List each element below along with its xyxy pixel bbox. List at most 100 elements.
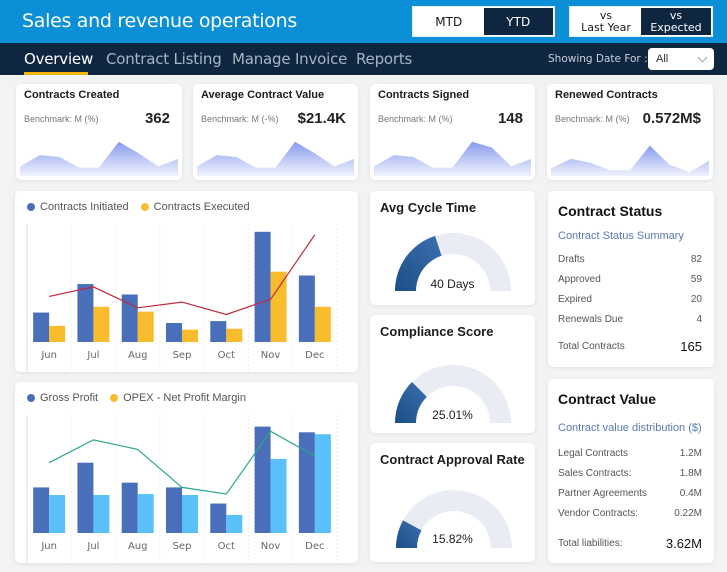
bar-contracts-executed[interactable] [49,325,66,342]
contract-status-card: Contract Status Contract Status Summary … [548,191,714,367]
x-tick-label: Sep [173,350,192,361]
vs-last-year-button[interactable]: vs Last Year [581,8,631,34]
period-toggle: MTD YTD [412,6,555,37]
sparkline-area [374,141,531,176]
card-subtitle[interactable]: Contract Status Summary [558,230,684,242]
gauge-title: Contract Approval Rate [380,452,525,467]
chart-legend: Gross Profit OPEX - Net Profit Margin [27,392,246,404]
legend-item-gross-profit[interactable]: Gross Profit [27,392,98,404]
tab-manage-invoice[interactable]: Manage Invoice [232,50,348,68]
bar-gross-profit[interactable] [298,432,315,533]
row-value: 1.8M [679,467,702,479]
bar-opex-net-profit-margin[interactable] [182,495,198,533]
kpi-benchmark: Benchmark: M (%) [555,114,630,124]
bar-opex-net-profit-margin[interactable] [49,495,66,533]
bar-contracts-initiated[interactable] [77,284,94,342]
bar-gross-profit[interactable] [166,487,182,533]
gauge-track [395,365,511,423]
tab-overview[interactable]: Overview [24,50,94,68]
x-tick-label: Dec [305,350,324,361]
row-label: Legal Contracts [558,447,629,459]
card-title: Contract Value [558,391,657,407]
kpi-title: Renewed Contracts [555,89,658,101]
gauge [396,490,512,548]
bar-gross-profit[interactable] [254,426,271,533]
total-value: 165 [680,339,702,354]
legend-label: Contracts Executed [153,201,250,213]
total-row: Total Contracts 165 [558,339,702,354]
list-item: Vendor Contracts: 0.22M [558,503,702,523]
row-value: 82 [690,253,702,265]
bar-contracts-initiated[interactable] [33,312,50,342]
x-tick-label: Nov [261,350,281,361]
contracts-chart: Jun Jul Aug Sep Oct Nov Dec [26,224,338,372]
nav-bar: Overview Contract Listing Manage Invoice… [0,43,727,75]
legend-item-contracts-executed[interactable]: Contracts Executed [140,201,250,213]
bar-opex-net-profit-margin[interactable] [93,495,110,533]
legend-item-contracts-initiated[interactable]: Contracts Initiated [27,201,129,213]
kpi-title: Contracts Signed [378,89,470,101]
legend-dot-icon [140,203,149,211]
bar-contracts-executed[interactable] [93,306,110,342]
kpi-card-contracts-signed: Contracts Signed Benchmark: M (%) 148 [370,84,535,180]
sparkline-area [20,141,178,176]
list-item: Renewals Due 4 [558,309,702,329]
row-value: 1.2M [679,447,702,459]
bar-opex-net-profit-margin[interactable] [270,458,287,533]
bar-contracts-executed[interactable] [226,328,243,342]
sparkline-area [551,145,709,176]
row-label: Renewals Due [558,313,624,325]
kpi-card-average-contract-value: Average Contract Value Benchmark: M (-%)… [193,84,358,180]
bar-gross-profit[interactable] [33,487,50,533]
active-tab-indicator [24,72,88,75]
x-tick-label: Aug [128,541,148,552]
trend-line [48,430,316,495]
kpi-card-contracts-created: Contracts Created Benchmark: M (%) 362 [16,84,182,180]
list-item: Partner Agreements 0.4M [558,483,702,503]
card-subtitle[interactable]: Contract value distribution ($) [558,422,702,434]
bar-contracts-executed[interactable] [137,311,154,342]
x-tick-label: Sep [173,541,192,552]
total-row: Total liabilities: 3.62M [558,536,702,551]
gauge-fill [395,381,427,423]
value-list: Legal Contracts 1.2M Sales Contracts: 1.8M… [558,443,702,523]
gauge-fill [396,520,422,548]
gauge-value: 40 Days [430,277,475,291]
sparkline [20,141,178,176]
gauge-card-compliance-score: Compliance Score 25.01% [370,315,535,433]
gauge-value: 25.01% [432,408,473,422]
row-label: Expired [558,293,592,305]
tab-contract-listing[interactable]: Contract Listing [106,50,222,68]
bar-gross-profit[interactable] [210,503,227,533]
x-tick-label: Jul [86,541,99,552]
bar-gross-profit[interactable] [121,482,138,533]
bar-contracts-initiated[interactable] [298,275,315,343]
mtd-button[interactable]: MTD [435,14,463,29]
bar-opex-net-profit-margin[interactable] [314,434,331,533]
sparkline [374,141,531,176]
row-value: 20 [690,293,702,305]
x-tick-label: Jun [40,350,57,361]
bar-opex-net-profit-margin[interactable] [226,514,243,533]
bar-contracts-executed[interactable] [182,329,198,342]
ytd-button[interactable]: YTD [483,8,553,35]
bar-contracts-initiated[interactable] [210,321,227,342]
legend-dot-icon [110,394,119,402]
legend-item-opex-net-profit-margin[interactable]: OPEX - Net Profit Margin [110,392,246,404]
bar-contracts-executed[interactable] [270,271,287,342]
tab-reports[interactable]: Reports [356,50,413,68]
bar-gross-profit[interactable] [77,462,94,533]
bar-contracts-initiated[interactable] [254,231,271,342]
kpi-value: $21.4K [297,110,346,127]
row-label: Sales Contracts: [558,467,632,479]
kpi-title: Contracts Created [24,89,120,101]
contract-value-card: Contract Value Contract value distributi… [548,379,714,563]
date-filter-select[interactable]: All [648,48,714,70]
x-tick-label: Jul [86,350,99,361]
app-title: Sales and revenue operations [22,10,297,32]
bar-contracts-executed[interactable] [314,306,331,342]
vs-expected-button[interactable]: vs Expected [641,8,711,35]
row-label: Partner Agreements [558,487,647,499]
bar-contracts-initiated[interactable] [166,323,182,342]
bar-opex-net-profit-margin[interactable] [137,494,154,533]
